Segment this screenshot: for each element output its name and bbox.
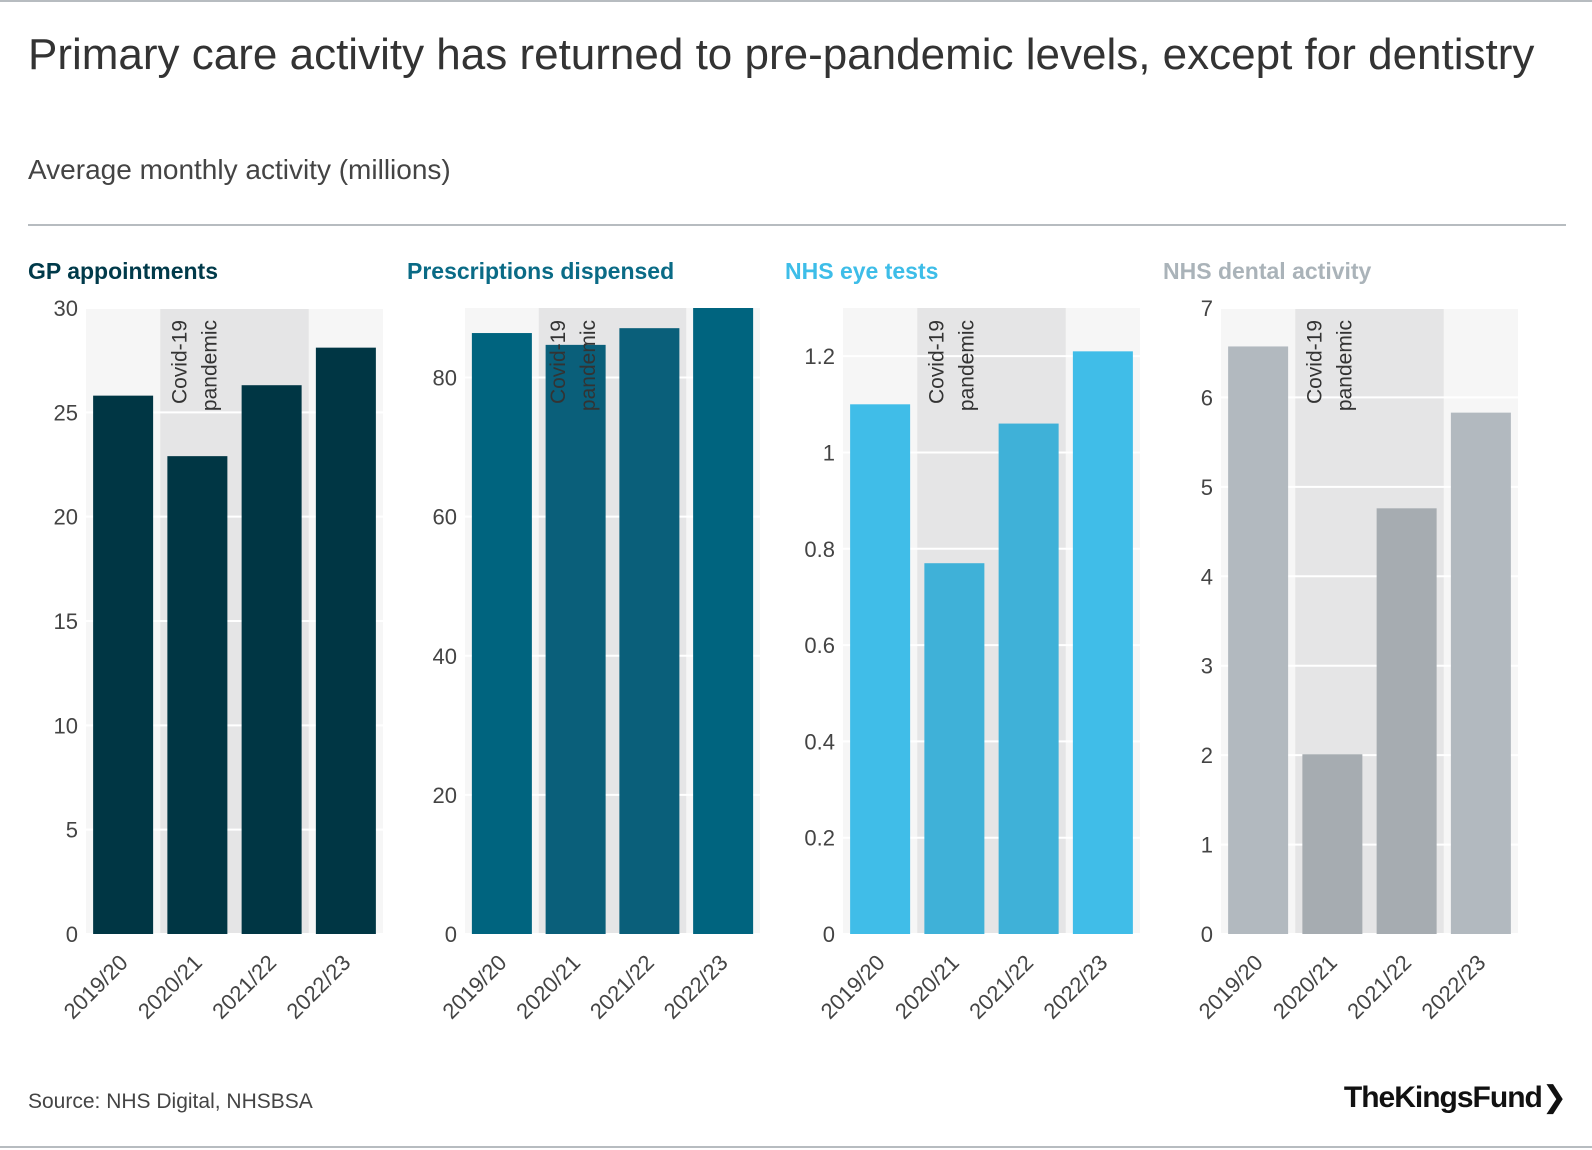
y-tick-label: 20 — [54, 505, 78, 530]
x-tick-label: 2022/23 — [281, 950, 355, 1024]
y-tick-label: 5 — [1201, 475, 1213, 500]
pandemic-annotation: pandemic — [198, 320, 221, 411]
y-tick-label: 80 — [433, 366, 457, 391]
bar — [850, 404, 911, 934]
bar — [1228, 346, 1289, 934]
bar — [315, 347, 376, 934]
y-tick-label: 3 — [1201, 654, 1213, 679]
y-tick-label: 2 — [1201, 743, 1213, 768]
pandemic-annotation: Covid-19 — [1303, 320, 1326, 404]
y-tick-label: 30 — [54, 296, 78, 321]
x-tick-label: 2019/20 — [59, 950, 133, 1024]
y-tick-label: 6 — [1201, 385, 1213, 410]
bar — [471, 333, 532, 934]
pandemic-annotation: Covid-19 — [168, 320, 191, 404]
y-tick-label: 0 — [66, 922, 78, 947]
pandemic-annotation: pandemic — [955, 320, 978, 411]
panel-title-eye-tests: NHS eye tests — [785, 258, 939, 284]
y-tick-label: 7 — [1201, 296, 1213, 321]
y-tick-label: 0 — [823, 922, 835, 947]
y-tick-label: 1.2 — [804, 344, 835, 369]
y-tick-label: 0.8 — [804, 537, 835, 562]
x-tick-label: 2022/23 — [1416, 950, 1490, 1024]
chart-title: Primary care activity has returned to pr… — [28, 30, 1535, 79]
bar — [93, 395, 154, 934]
bar — [1302, 754, 1363, 934]
x-tick-label: 2021/22 — [207, 950, 281, 1024]
y-tick-label: 40 — [433, 644, 457, 669]
y-tick-label: 10 — [54, 713, 78, 738]
pandemic-annotation: pandemic — [577, 320, 600, 411]
y-tick-label: 15 — [54, 609, 78, 634]
x-tick-label: 2020/21 — [1268, 950, 1342, 1024]
bar — [167, 456, 228, 934]
source-note: Source: NHS Digital, NHSBSA — [28, 1090, 313, 1113]
y-tick-label: 0.6 — [804, 633, 835, 658]
y-tick-label: 4 — [1201, 564, 1213, 589]
bottom-border — [0, 1146, 1592, 1148]
y-tick-label: 0.4 — [804, 729, 835, 754]
y-tick-label: 0 — [445, 922, 457, 947]
x-tick-label: 2020/21 — [133, 950, 207, 1024]
y-tick-label: 1 — [823, 440, 835, 465]
bar — [1376, 508, 1437, 934]
x-tick-label: 2021/22 — [964, 950, 1038, 1024]
x-tick-label: 2021/22 — [1342, 950, 1416, 1024]
x-tick-label: 2020/21 — [511, 950, 585, 1024]
pandemic-annotation: Covid-19 — [925, 320, 948, 404]
pandemic-annotation: Covid-19 — [547, 320, 570, 404]
bar — [1450, 412, 1511, 934]
bar — [241, 385, 302, 934]
x-tick-label: 2021/22 — [585, 950, 659, 1024]
chart-subtitle: Average monthly activity (millions) — [28, 154, 451, 185]
x-tick-label: 2019/20 — [437, 950, 511, 1024]
y-tick-label: 25 — [54, 400, 78, 425]
x-tick-label: 2022/23 — [1038, 950, 1112, 1024]
bar — [619, 328, 680, 934]
x-tick-label: 2019/20 — [1194, 950, 1268, 1024]
bar — [545, 344, 606, 934]
bar — [1072, 351, 1133, 934]
y-tick-label: 1 — [1201, 833, 1213, 858]
bar — [924, 563, 985, 934]
x-tick-label: 2020/21 — [890, 950, 964, 1024]
bar — [693, 308, 754, 934]
y-tick-label: 0.2 — [804, 826, 835, 851]
y-tick-label: 5 — [66, 818, 78, 843]
bar — [998, 423, 1059, 934]
pandemic-annotation: pandemic — [1333, 320, 1356, 411]
top-border — [0, 0, 1592, 2]
y-tick-label: 0 — [1201, 922, 1213, 947]
y-tick-label: 20 — [433, 783, 457, 808]
y-tick-label: 60 — [433, 505, 457, 530]
kings-fund-logo: TheKingsFund❯ — [1343, 1081, 1567, 1114]
x-tick-label: 2022/23 — [659, 950, 733, 1024]
panel-title-dental: NHS dental activity — [1163, 258, 1372, 284]
header-divider — [28, 224, 1566, 226]
panel-title-prescriptions: Prescriptions dispensed — [407, 258, 675, 284]
panel-title-gp-appointments: GP appointments — [28, 258, 218, 284]
x-tick-label: 2019/20 — [816, 950, 890, 1024]
